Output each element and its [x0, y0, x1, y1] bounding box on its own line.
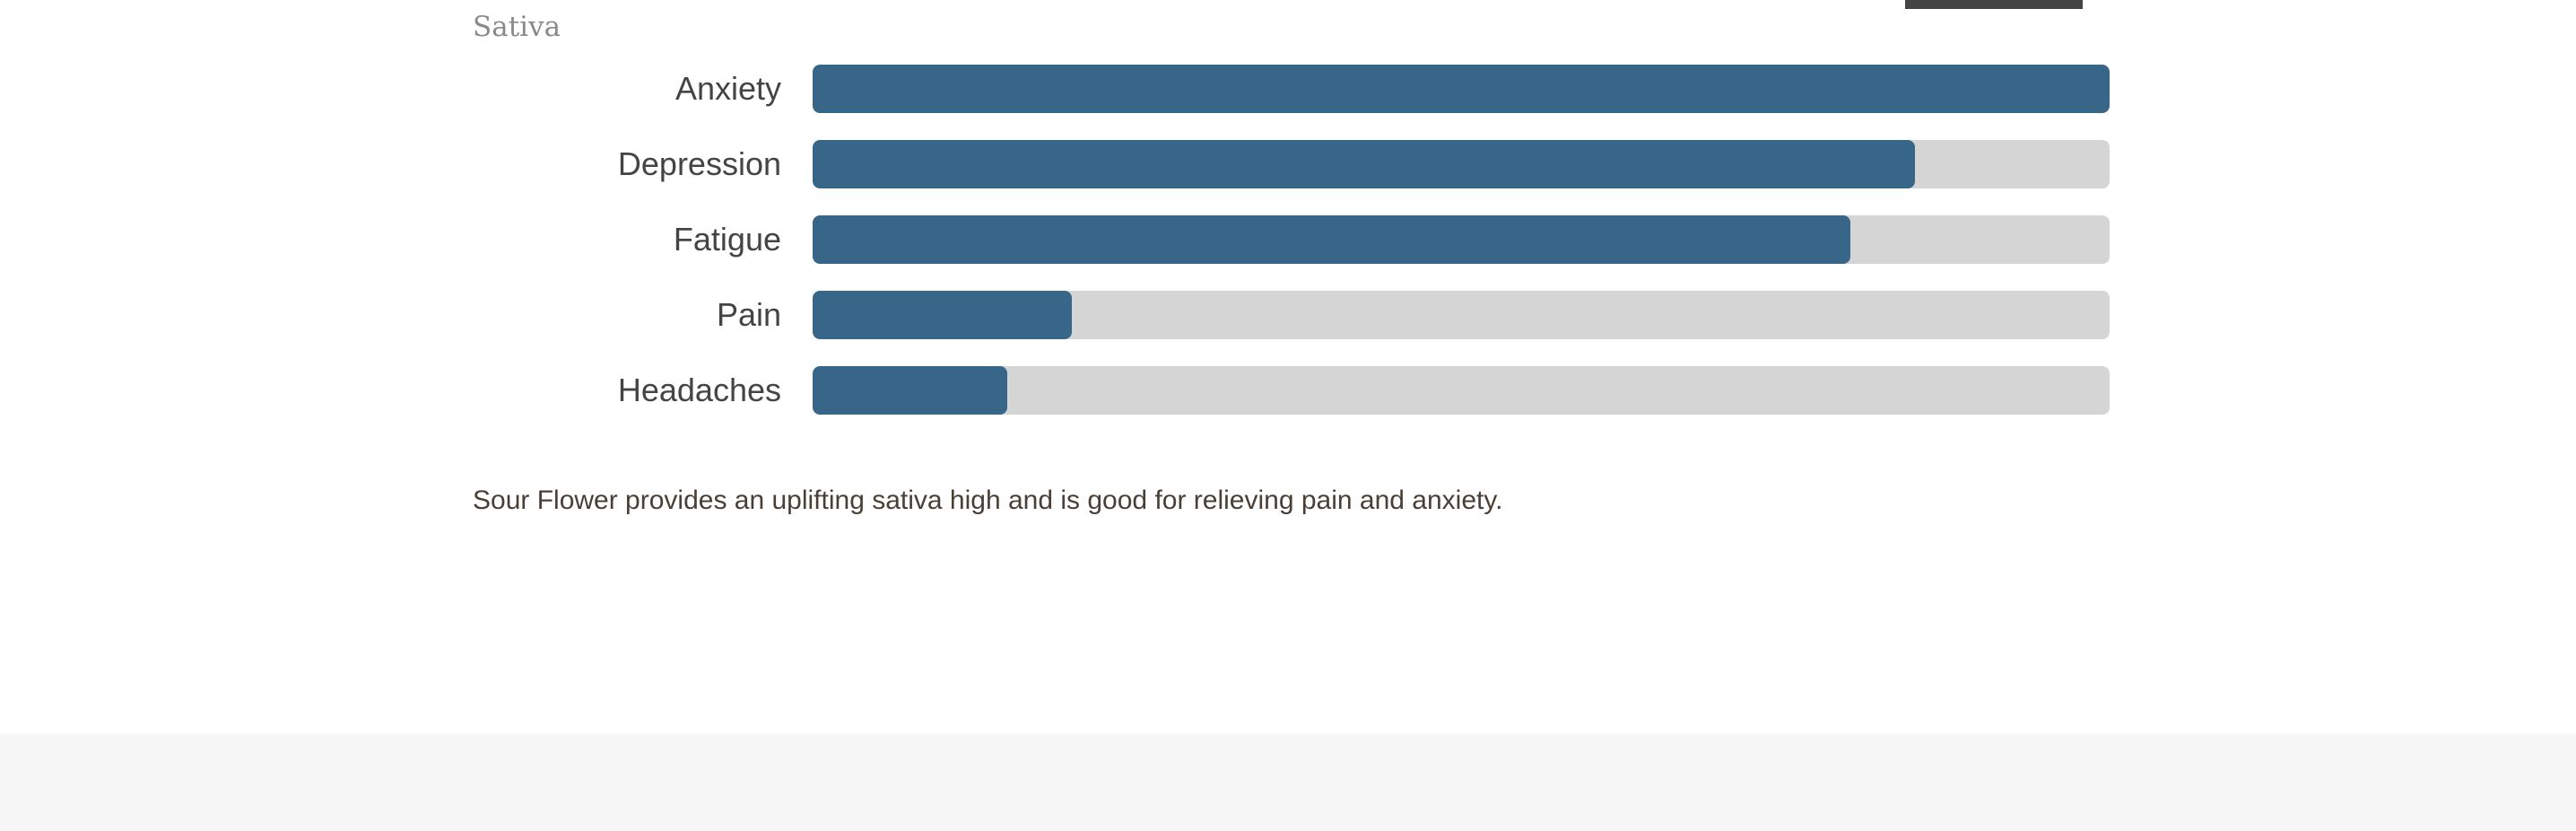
effect-label: Depression: [617, 145, 781, 182]
effect-bar-fill: [813, 215, 1850, 264]
effect-bar-track: [813, 140, 2110, 188]
effect-label: Anxiety: [674, 70, 781, 107]
strain-type-label: Sativa: [473, 11, 561, 43]
effect-row-depression: Depression: [473, 140, 2110, 188]
strain-description: Sour Flower provides an uplifting sativa…: [473, 485, 1503, 515]
effect-bar-fill: [813, 366, 1007, 415]
effect-row-fatigue: Fatigue: [473, 215, 2110, 264]
footer: [0, 734, 2576, 831]
effect-label: Pain: [716, 296, 781, 333]
effect-row-anxiety: Anxiety: [473, 65, 2110, 113]
effect-label: Headaches: [617, 372, 781, 408]
effect-bar-track: [813, 291, 2110, 339]
effects-list: Anxiety Depression Fatigue Pain Headache…: [473, 65, 2110, 442]
effect-row-pain: Pain: [473, 291, 2110, 339]
effect-bar-fill: [813, 140, 1916, 188]
effect-row-headaches: Headaches: [473, 366, 2110, 415]
header-tab-indicator: [1905, 0, 2083, 9]
effect-bar-track: [813, 215, 2110, 264]
effect-label: Fatigue: [673, 221, 781, 258]
effect-bar-fill: [813, 291, 1073, 339]
effect-bar-track: [813, 65, 2110, 113]
effect-bar-fill: [813, 65, 2110, 113]
effect-bar-track: [813, 366, 2110, 415]
